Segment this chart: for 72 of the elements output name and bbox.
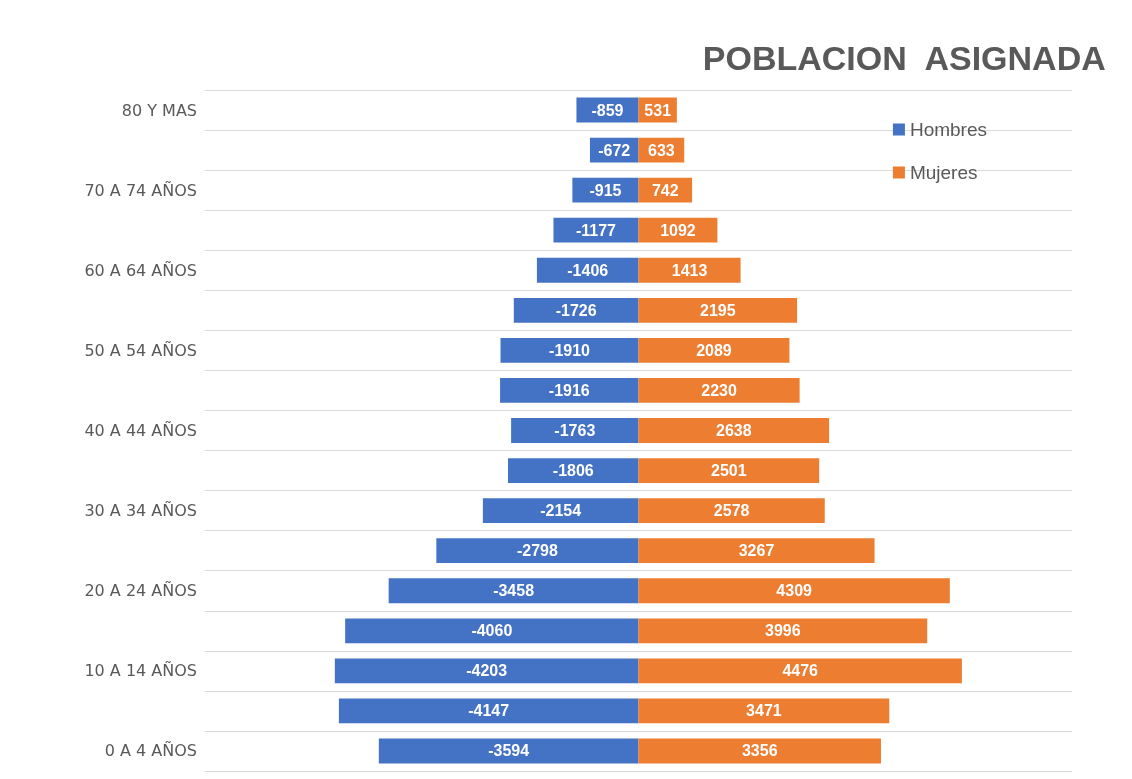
bar: [638, 257, 741, 283]
bar: [511, 418, 639, 443]
bar: [388, 578, 639, 604]
bar: [638, 738, 881, 764]
bar: [638, 658, 962, 684]
data-label: 1413: [671, 261, 708, 279]
data-label: -2798: [516, 542, 558, 560]
legend-label: Mujeres: [909, 162, 978, 183]
bar: [553, 217, 639, 243]
data-label: -1910: [549, 341, 591, 359]
data-label: 531: [644, 101, 672, 119]
bar: [500, 378, 639, 403]
y-tick-label: 70 A 74 AÑOS: [84, 180, 197, 200]
data-label: -1916: [548, 381, 590, 399]
bar: [482, 498, 639, 524]
y-tick-label: 20 A 24 AÑOS: [84, 581, 197, 601]
data-label: 2230: [701, 381, 737, 399]
data-label: -4060: [471, 622, 513, 640]
y-tick-label: 50 A 54 AÑOS: [84, 340, 197, 360]
y-tick-label: 80 Y MAS: [121, 100, 197, 120]
bar: [378, 738, 639, 764]
data-label: -1177: [575, 221, 617, 239]
data-label: -1406: [567, 261, 609, 279]
bar: [338, 698, 639, 724]
data-label: 2089: [696, 341, 732, 359]
bar: [638, 578, 950, 604]
chart-title: POBLACION ASIGNADA: [702, 39, 1106, 77]
data-label: 2501: [711, 462, 747, 480]
bar: [638, 337, 790, 363]
y-tick-label: 0 A 4 AÑOS: [104, 741, 197, 761]
data-label: 3356: [741, 742, 778, 760]
bar: [508, 458, 639, 483]
bar: [638, 698, 890, 724]
bar: [638, 458, 820, 483]
data-label: 742: [651, 181, 679, 199]
y-tick-label: 60 A 64 AÑOS: [84, 260, 197, 280]
bar: [638, 498, 825, 524]
data-label: 2638: [716, 422, 752, 439]
data-label: 3996: [765, 622, 801, 640]
bar: [345, 618, 639, 644]
y-tick-label: 40 A 44 AÑOS: [84, 421, 197, 440]
bar: [638, 418, 830, 443]
data-label: -1763: [554, 422, 596, 439]
data-label: -4203: [466, 662, 508, 680]
data-label: -1726: [555, 301, 597, 319]
data-label: -4147: [468, 702, 510, 720]
bar: [500, 337, 639, 363]
data-label: -2154: [540, 502, 582, 520]
data-label: 4476: [782, 662, 819, 680]
bar: [638, 618, 928, 644]
bar: [436, 538, 639, 564]
bar: [513, 297, 639, 323]
data-label: -859: [591, 101, 624, 119]
legend-label: Hombres: [909, 119, 987, 140]
data-label: 3471: [746, 702, 782, 720]
bar: [638, 378, 800, 403]
data-label: 3267: [738, 542, 775, 560]
bar: [334, 658, 639, 684]
y-tick-label: 10 A 14 AÑOS: [84, 661, 197, 681]
data-label: -672: [598, 141, 631, 159]
bar: [638, 297, 798, 323]
data-label: -1806: [552, 462, 594, 480]
data-label: 2578: [713, 502, 750, 520]
data-label: -3458: [493, 582, 535, 600]
data-label: -3594: [488, 742, 530, 760]
data-label: 4309: [776, 582, 813, 600]
data-label: -915: [589, 181, 622, 199]
y-tick-label: 30 A 34 AÑOS: [84, 501, 197, 521]
data-label: 633: [648, 141, 675, 159]
data-label: 1092: [660, 221, 696, 239]
data-label: 2195: [700, 301, 736, 319]
bar: [638, 538, 875, 564]
